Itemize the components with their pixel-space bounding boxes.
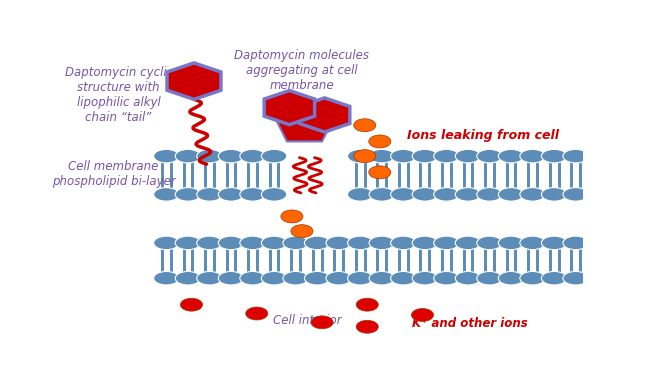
Ellipse shape — [456, 236, 481, 250]
Circle shape — [291, 225, 313, 238]
Ellipse shape — [218, 272, 244, 285]
Text: Daptomycin cyclic
structure with
lipophilic alkyl
chain “tail”: Daptomycin cyclic structure with lipophi… — [65, 66, 173, 125]
Ellipse shape — [434, 236, 459, 250]
Polygon shape — [167, 63, 221, 99]
Ellipse shape — [391, 188, 416, 201]
Ellipse shape — [261, 272, 287, 285]
Ellipse shape — [477, 272, 502, 285]
Ellipse shape — [563, 236, 588, 250]
Ellipse shape — [154, 272, 179, 285]
Ellipse shape — [197, 236, 222, 250]
Text: K⁺ and other ions: K⁺ and other ions — [412, 317, 528, 330]
Circle shape — [369, 166, 391, 179]
Ellipse shape — [520, 188, 545, 201]
Ellipse shape — [326, 236, 351, 250]
Circle shape — [354, 119, 376, 132]
Ellipse shape — [563, 149, 588, 163]
Ellipse shape — [154, 236, 179, 250]
Ellipse shape — [175, 149, 201, 163]
Ellipse shape — [434, 188, 459, 201]
Polygon shape — [274, 117, 334, 141]
Ellipse shape — [197, 188, 222, 201]
Ellipse shape — [218, 149, 244, 163]
Ellipse shape — [369, 236, 395, 250]
Circle shape — [354, 150, 376, 163]
Ellipse shape — [369, 149, 395, 163]
Text: Cell interior: Cell interior — [273, 314, 341, 327]
Ellipse shape — [261, 188, 287, 201]
Ellipse shape — [563, 272, 588, 285]
Ellipse shape — [175, 236, 201, 250]
Polygon shape — [299, 98, 350, 132]
Ellipse shape — [305, 272, 330, 285]
Ellipse shape — [412, 236, 437, 250]
Ellipse shape — [175, 188, 201, 201]
Ellipse shape — [391, 236, 416, 250]
Ellipse shape — [175, 272, 201, 285]
Ellipse shape — [542, 188, 567, 201]
Ellipse shape — [412, 272, 437, 285]
Ellipse shape — [498, 149, 524, 163]
Ellipse shape — [391, 149, 416, 163]
Ellipse shape — [456, 188, 481, 201]
Text: Ions leaking from cell: Ions leaking from cell — [407, 129, 559, 142]
Circle shape — [311, 316, 333, 329]
Ellipse shape — [456, 149, 481, 163]
Ellipse shape — [477, 188, 502, 201]
Ellipse shape — [477, 236, 502, 250]
Ellipse shape — [326, 272, 351, 285]
Ellipse shape — [542, 272, 567, 285]
Ellipse shape — [154, 149, 179, 163]
Text: Daptomycin molecules
aggregating at cell
membrane: Daptomycin molecules aggregating at cell… — [235, 49, 369, 92]
Circle shape — [246, 307, 268, 320]
Ellipse shape — [240, 188, 265, 201]
Ellipse shape — [434, 149, 459, 163]
Polygon shape — [264, 91, 315, 125]
Ellipse shape — [347, 272, 373, 285]
Ellipse shape — [283, 272, 308, 285]
Ellipse shape — [154, 188, 179, 201]
Ellipse shape — [261, 236, 287, 250]
Ellipse shape — [261, 149, 287, 163]
Ellipse shape — [369, 188, 395, 201]
Ellipse shape — [391, 272, 416, 285]
Ellipse shape — [520, 236, 545, 250]
Ellipse shape — [240, 236, 265, 250]
Ellipse shape — [412, 149, 437, 163]
Ellipse shape — [498, 272, 524, 285]
Ellipse shape — [305, 236, 330, 250]
Ellipse shape — [347, 149, 373, 163]
Ellipse shape — [477, 149, 502, 163]
Ellipse shape — [218, 188, 244, 201]
Ellipse shape — [240, 272, 265, 285]
Ellipse shape — [542, 236, 567, 250]
Circle shape — [356, 298, 378, 311]
Ellipse shape — [197, 272, 222, 285]
Ellipse shape — [347, 188, 373, 201]
Circle shape — [281, 210, 303, 223]
Ellipse shape — [283, 236, 308, 250]
Circle shape — [369, 135, 391, 148]
Ellipse shape — [498, 188, 524, 201]
Ellipse shape — [563, 188, 588, 201]
Circle shape — [411, 309, 434, 321]
Ellipse shape — [542, 149, 567, 163]
Ellipse shape — [520, 149, 545, 163]
Ellipse shape — [218, 236, 244, 250]
Ellipse shape — [456, 272, 481, 285]
Ellipse shape — [434, 272, 459, 285]
Text: Cell membrane
phospholipid bi-layer: Cell membrane phospholipid bi-layer — [52, 160, 176, 188]
Ellipse shape — [240, 149, 265, 163]
Ellipse shape — [197, 149, 222, 163]
Circle shape — [356, 320, 378, 333]
Ellipse shape — [347, 236, 373, 250]
Ellipse shape — [412, 188, 437, 201]
Ellipse shape — [520, 272, 545, 285]
Circle shape — [180, 298, 203, 311]
Ellipse shape — [498, 236, 524, 250]
Ellipse shape — [369, 272, 395, 285]
